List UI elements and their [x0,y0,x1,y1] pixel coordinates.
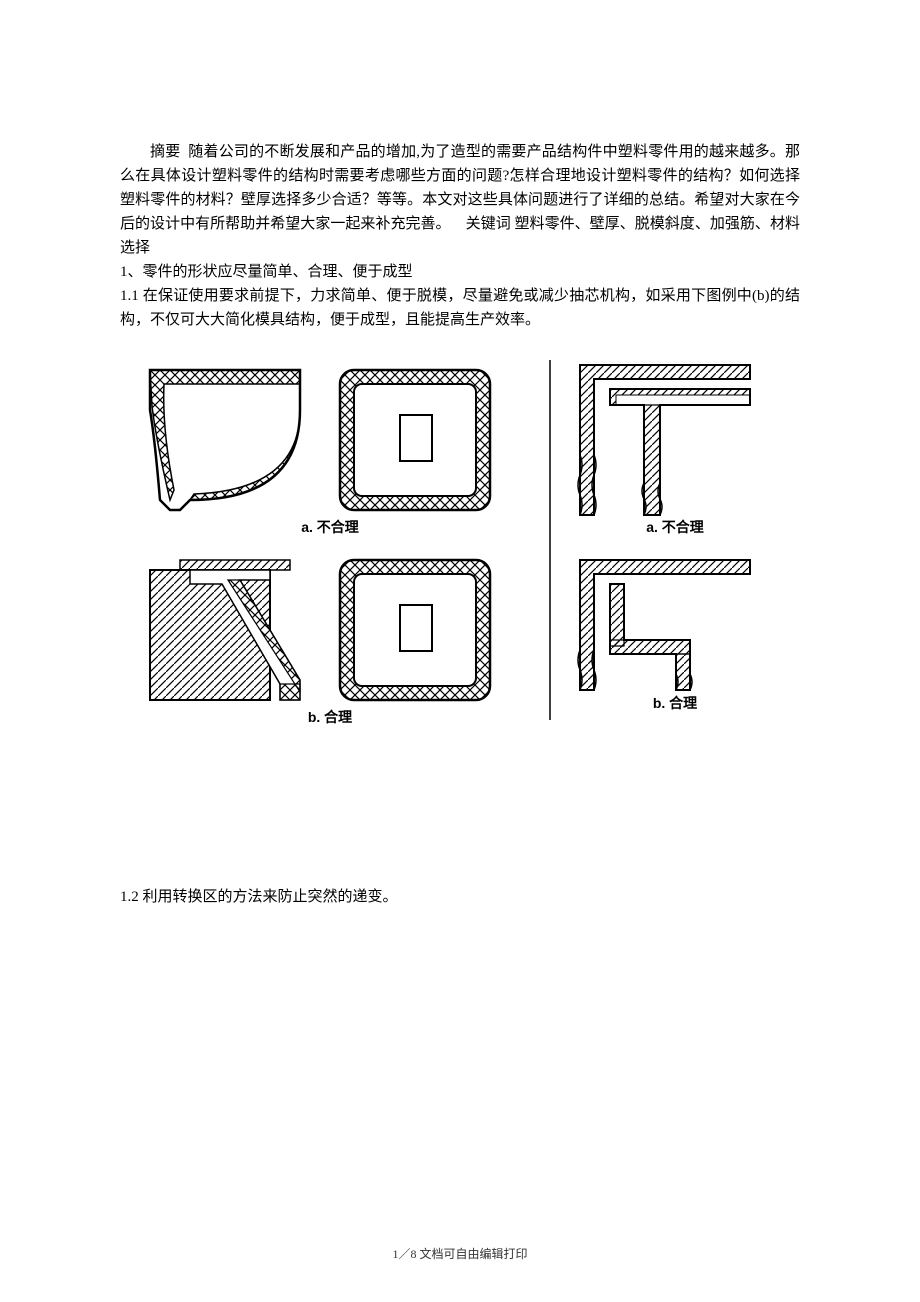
fig-top-left-curved [150,370,300,510]
section-1-heading: 1、零件的形状应尽量简单、合理、便于成型 [120,260,800,284]
section-1-1-text: 1.1 在保证使用要求前提下，力求简单、便于脱模，尽量避免或减少抽芯机构，如采用… [120,284,800,332]
figure-1: a. 不合理 b. 合理 [120,360,800,745]
fig-bot-left-box [340,560,490,700]
fig-top-left-box [340,370,490,510]
caption-b-right: b. 合理 [653,695,697,711]
caption-a-right: a. 不合理 [646,519,704,535]
caption-b-left: b. 合理 [308,709,352,725]
fig-bot-left-slope [150,560,300,700]
caption-a-left: a. 不合理 [301,519,359,535]
figure-1-svg-wrap: a. 不合理 b. 合理 [130,360,790,745]
figure-1-svg: a. 不合理 b. 合理 [130,360,790,740]
document-page: 摘要 随着公司的不断发展和产品的增加,为了造型的需要产品结构件中塑料零件用的越来… [0,0,920,1302]
abstract-text: 摘要 随着公司的不断发展和产品的增加,为了造型的需要产品结构件中塑料零件用的越来… [120,140,800,260]
fig-top-right [578,365,750,515]
page-footer: 1／8 文档可自由编辑打印 [0,1245,920,1262]
section-1-2-text: 1.2 利用转换区的方法来防止突然的递变。 [120,885,800,909]
abstract-paragraph: 摘要 随着公司的不断发展和产品的增加,为了造型的需要产品结构件中塑料零件用的越来… [120,140,800,260]
fig-bot-right [578,560,750,690]
